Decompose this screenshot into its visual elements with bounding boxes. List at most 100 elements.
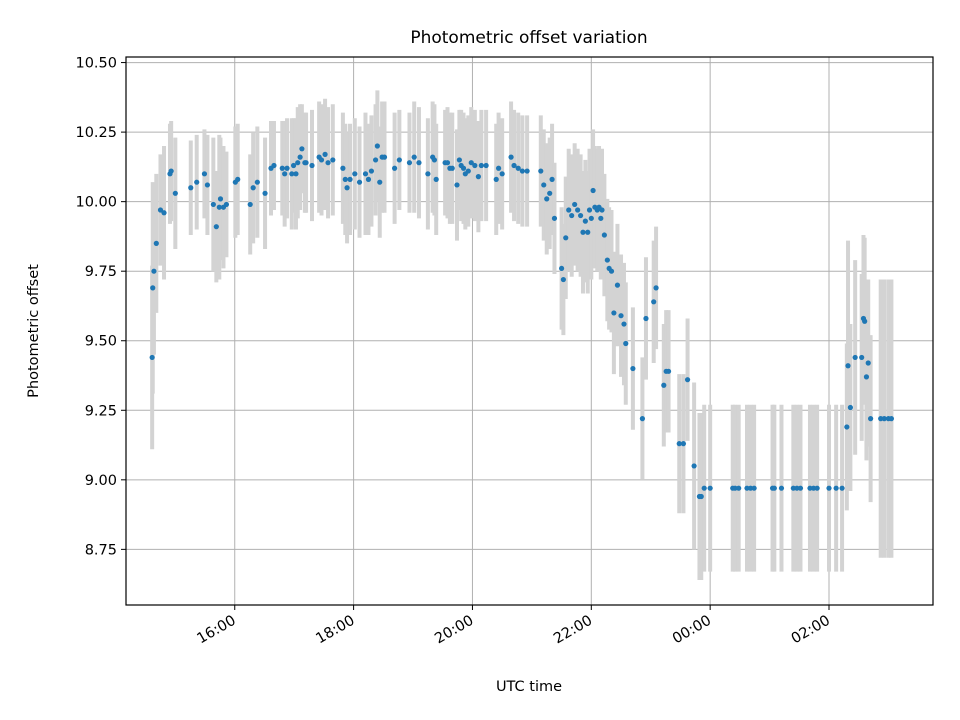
data-point: [878, 416, 884, 422]
data-point: [495, 165, 502, 171]
data-point: [247, 201, 253, 208]
data-point: [691, 463, 697, 469]
data-point: [569, 212, 575, 219]
data-point: [797, 485, 804, 491]
y-axis: 8.75 9.00 9.25 9.50 9.75 10.00 10.25 10.50: [75, 56, 126, 558]
data-point: [551, 215, 558, 221]
data-point: [362, 171, 369, 177]
data-point: [538, 168, 544, 174]
data-point: [549, 176, 555, 182]
data-point: [284, 165, 290, 171]
data-point: [508, 154, 514, 160]
data-point: [826, 485, 832, 491]
data-point: [698, 493, 704, 500]
data-point: [282, 171, 288, 177]
data-point: [590, 187, 596, 194]
data-point: [588, 215, 594, 221]
data-point: [541, 182, 547, 188]
data-point: [161, 210, 167, 216]
data-point: [807, 485, 813, 491]
data-point: [665, 368, 672, 374]
data-point: [172, 190, 178, 196]
data-point: [297, 154, 303, 160]
data-point: [425, 171, 431, 177]
data-point: [847, 404, 853, 411]
chart-title: Photometric offset variation: [410, 28, 647, 48]
data-point: [254, 179, 260, 185]
data-point: [475, 174, 481, 180]
data-point: [519, 168, 525, 174]
data-point: [608, 268, 615, 274]
data-point: [839, 485, 845, 491]
data-point: [585, 229, 591, 235]
data-point: [377, 179, 383, 185]
data-point: [213, 224, 219, 230]
data-point: [330, 157, 336, 163]
y-tick-label: 10.50: [75, 56, 117, 72]
data-point: [810, 485, 817, 491]
data-point: [468, 160, 474, 166]
x-axis-label: UTC time: [496, 679, 562, 695]
data-point: [309, 162, 315, 169]
data-point: [630, 365, 636, 372]
y-tick-label: 10.25: [75, 125, 117, 141]
data-point: [293, 171, 299, 177]
data-point: [888, 416, 895, 422]
y-tick-label: 9.00: [85, 473, 117, 489]
data-point: [493, 176, 499, 182]
data-point: [318, 157, 325, 163]
data-point: [381, 154, 388, 160]
data-point: [433, 176, 439, 182]
data-point: [347, 176, 353, 182]
data-point: [680, 441, 687, 447]
data-point: [295, 160, 301, 166]
data-point: [560, 276, 566, 283]
data-point: [342, 176, 348, 182]
data-point: [575, 207, 581, 213]
data-point: [396, 157, 402, 163]
data-point: [580, 229, 586, 235]
data-point: [707, 485, 713, 491]
data-point: [365, 176, 372, 182]
data-point: [653, 285, 659, 291]
data-point: [778, 485, 785, 491]
data-point: [859, 354, 865, 361]
data-point: [852, 354, 858, 361]
y-tick-label: 8.75: [85, 542, 117, 558]
data-point: [558, 265, 565, 272]
data-point: [449, 165, 455, 171]
data-point: [150, 285, 156, 291]
data-point: [303, 160, 309, 166]
data-point: [472, 162, 478, 169]
data-point: [344, 185, 350, 191]
data-point: [210, 201, 216, 208]
data-point: [611, 310, 617, 316]
data-point: [572, 201, 578, 208]
data-point: [566, 207, 572, 213]
data-point: [684, 377, 691, 383]
data-point: [604, 257, 610, 263]
data-point: [416, 160, 422, 166]
data-point: [499, 171, 505, 177]
data-point: [651, 299, 657, 305]
y-axis-label: Photometric offset: [26, 264, 42, 398]
data-point: [454, 182, 460, 188]
data-point: [465, 168, 471, 174]
y-tick-label: 10.00: [75, 195, 117, 211]
data-point: [515, 165, 521, 171]
data-point: [340, 165, 346, 171]
data-point: [149, 354, 155, 361]
data-point: [157, 207, 164, 213]
data-point: [845, 363, 851, 369]
data-point: [618, 313, 624, 319]
data-point: [511, 162, 517, 169]
data-point: [599, 207, 605, 213]
data-point: [790, 485, 796, 491]
data-point: [444, 160, 451, 166]
data-point: [299, 146, 305, 152]
data-point: [204, 182, 211, 188]
data-point: [747, 485, 754, 491]
data-point: [639, 416, 646, 422]
data-point: [621, 321, 627, 327]
